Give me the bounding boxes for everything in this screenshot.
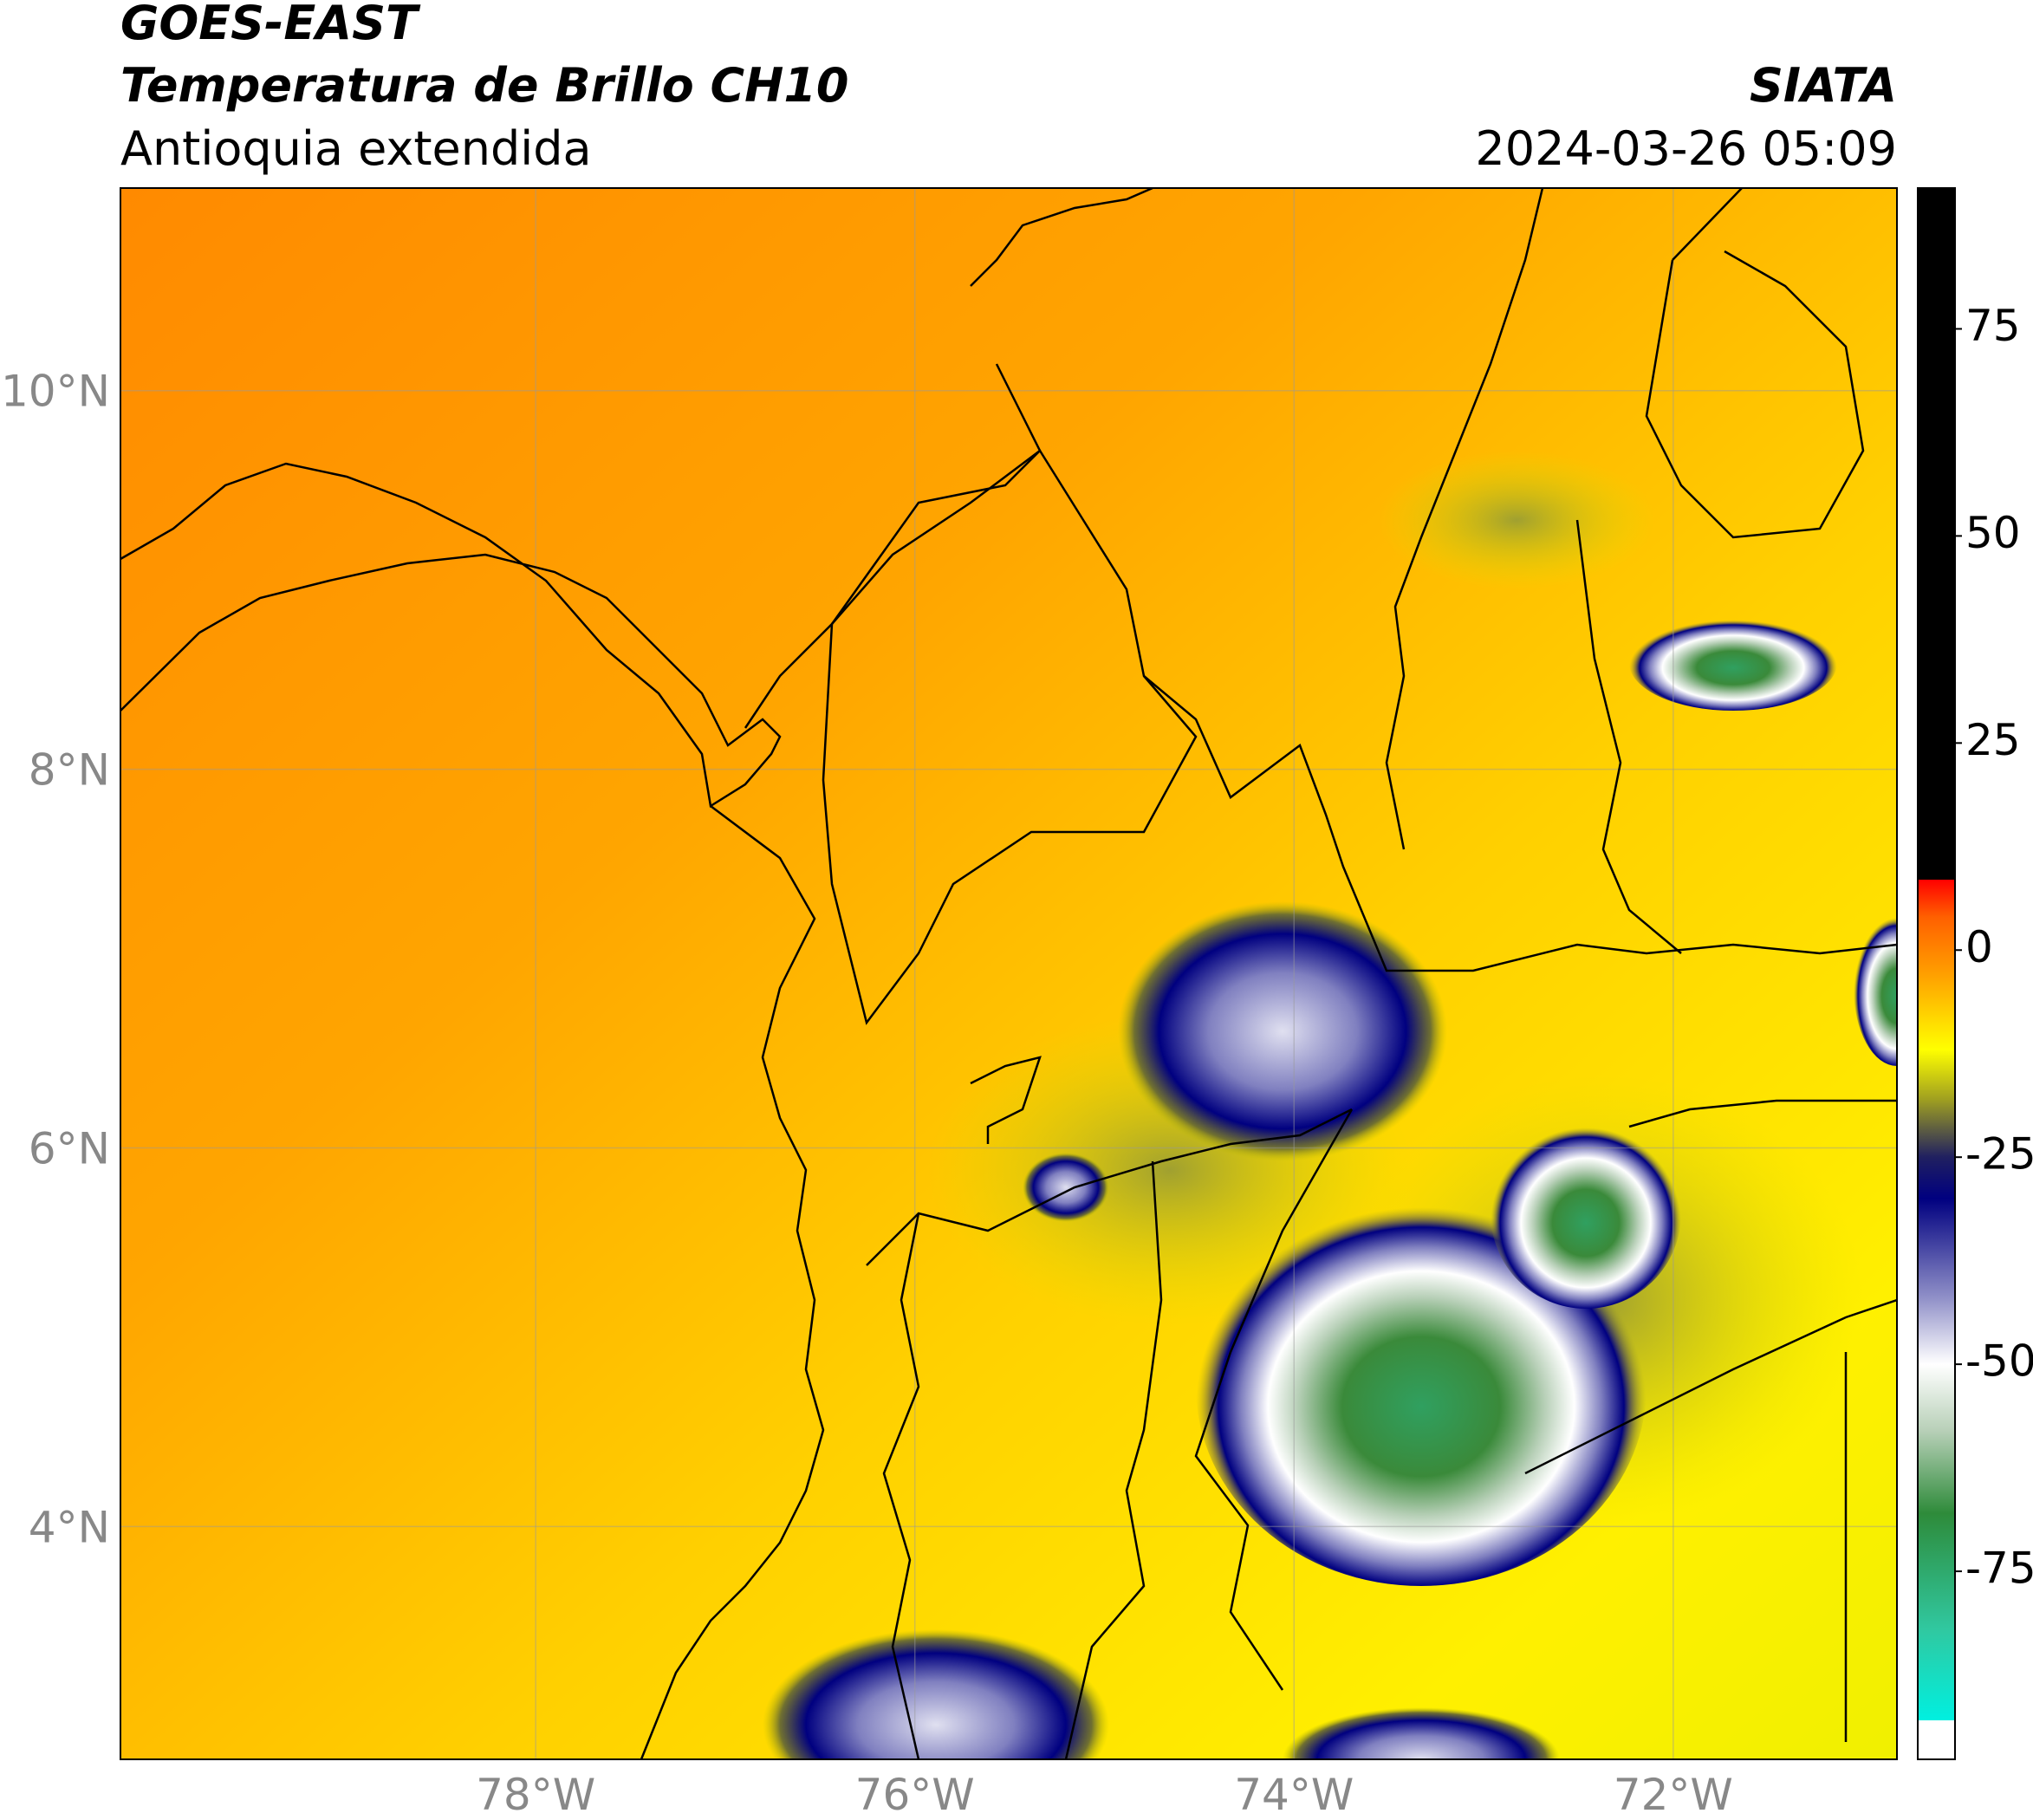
axes: 78°W 76°W 74°W 72°W 4°N 6°N 8°N 10°N 75 50 25 0 -25 -… xyxy=(1,301,2033,1820)
colorbar-tick-label: 50 xyxy=(1965,508,2021,558)
map xyxy=(120,188,1897,1759)
x-tick-label: 76°W xyxy=(855,1770,975,1820)
coastline xyxy=(744,188,1153,729)
cloud xyxy=(1023,1153,1109,1222)
y-tick-label: 6°N xyxy=(29,1123,110,1173)
y-tick-label: 10°N xyxy=(1,367,110,417)
storm xyxy=(1491,1118,1681,1309)
border xyxy=(1385,188,1544,850)
region: Antioquia extendida xyxy=(120,121,592,176)
coastline xyxy=(120,462,782,809)
coastline xyxy=(640,805,825,1759)
source: SIATA xyxy=(1750,58,1897,113)
subtitle: Temperatura de Brillo CH10 xyxy=(120,58,849,113)
border xyxy=(1645,188,1865,539)
y-tick-label: 4°N xyxy=(29,1502,110,1552)
colorbar-tick-label: 0 xyxy=(1965,922,1993,972)
border xyxy=(970,1056,1042,1144)
map-frame xyxy=(120,187,1898,1760)
cloud xyxy=(763,1629,1109,1759)
border xyxy=(866,1108,1354,1759)
x-tick-label: 72°W xyxy=(1614,1770,1733,1820)
title: GOES-EAST xyxy=(120,0,421,50)
timestamp: 2024-03-26 05:09 xyxy=(1475,121,1897,176)
colorbar xyxy=(1917,187,1956,1760)
colorbar-tick-label: -75 xyxy=(1965,1544,2033,1594)
cloud xyxy=(1283,1707,1560,1759)
colorbar-tick-label: 75 xyxy=(1965,301,2021,351)
colorbar-tick-label: -25 xyxy=(1965,1129,2033,1180)
x-tick-label: 78°W xyxy=(476,1770,595,1820)
colorbar-tick-label: -50 xyxy=(1965,1336,2033,1387)
y-tick-label: 8°N xyxy=(29,745,110,796)
grid xyxy=(120,188,1897,1759)
border xyxy=(1524,519,1897,1742)
border xyxy=(822,449,1198,1025)
storm xyxy=(1629,615,1837,711)
colorbar-tick-label: 25 xyxy=(1965,715,2021,765)
cloud xyxy=(1118,901,1447,1161)
x-tick-label: 74°W xyxy=(1234,1770,1354,1820)
cloud xyxy=(1378,451,1655,589)
border xyxy=(1143,675,1897,972)
